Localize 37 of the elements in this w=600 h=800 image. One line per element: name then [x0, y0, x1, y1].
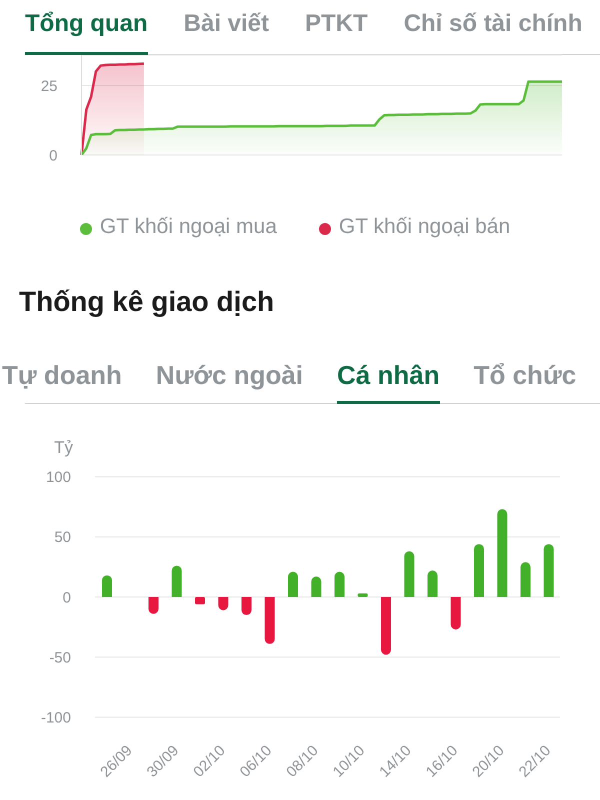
bar	[195, 597, 205, 604]
bar	[404, 551, 414, 597]
bar	[544, 544, 554, 597]
bar	[148, 597, 158, 614]
bar	[497, 509, 508, 597]
bar	[450, 597, 461, 630]
text: Tổ chức	[474, 360, 576, 392]
legend-label: GT khối ngoại mua	[100, 215, 277, 238]
y-tick-label: 50	[54, 529, 71, 546]
bar	[358, 593, 368, 597]
y-axis-title: Tỷ	[53, 438, 73, 458]
text: Bài viết	[184, 10, 270, 39]
bar	[381, 597, 391, 655]
bar	[334, 572, 344, 597]
text: Nước ngoài	[156, 360, 304, 392]
y-tick-label: -50	[49, 649, 71, 666]
y-tick-label: 0	[62, 589, 71, 606]
bar	[102, 575, 112, 597]
y-tick-label: -100	[40, 710, 71, 727]
legend-label: GT khối ngoại bán	[338, 215, 510, 238]
bar	[242, 597, 252, 616]
bar	[520, 562, 530, 597]
bar	[311, 576, 322, 597]
text: PTKT	[305, 10, 368, 39]
text: Cá nhân	[337, 360, 440, 392]
text: Tổng quan	[25, 10, 148, 39]
y-tick-label: 25	[40, 78, 58, 95]
bar	[288, 572, 298, 597]
y-tick-label: 0	[49, 147, 58, 164]
text: Chỉ số tài chính	[404, 10, 582, 39]
bar	[428, 570, 438, 597]
y-tick-label: 100	[46, 469, 71, 486]
bar	[474, 544, 484, 597]
bar	[172, 566, 182, 597]
bar	[264, 597, 275, 644]
chart-title: Thống kê giao dịch	[19, 285, 274, 319]
text: Tự doanh	[2, 360, 122, 392]
